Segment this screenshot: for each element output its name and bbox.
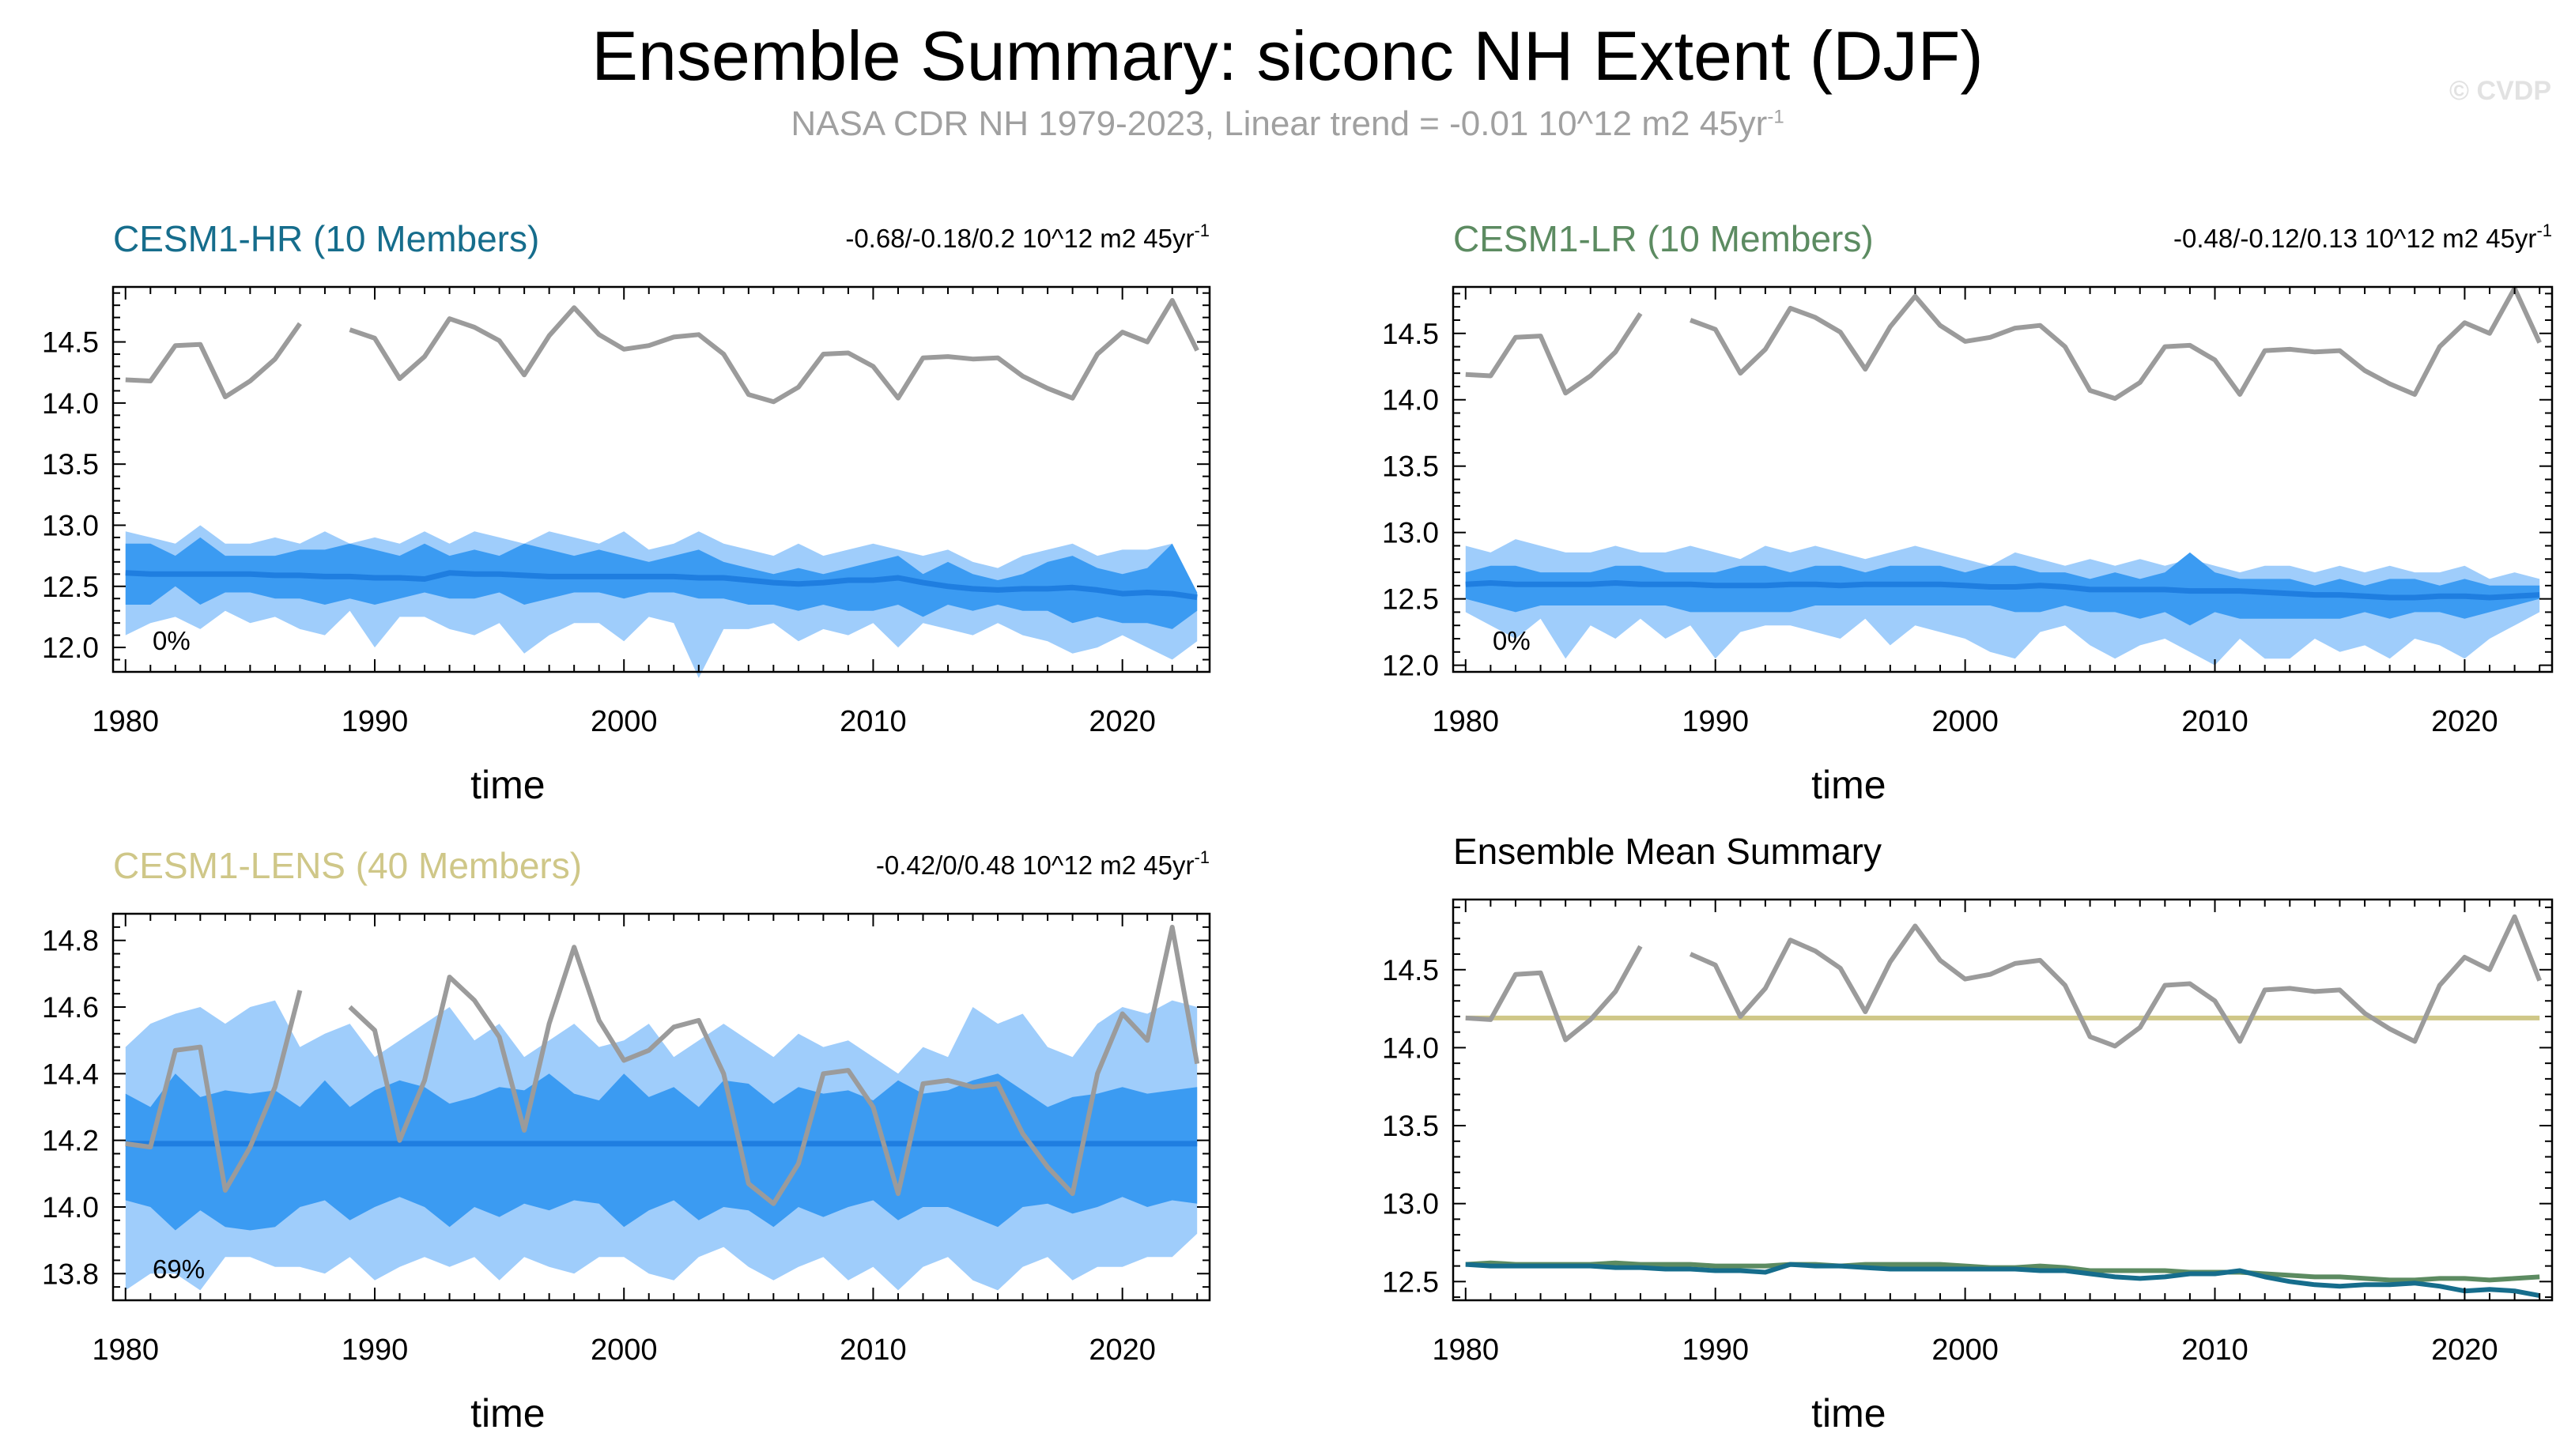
trend-label: -0.42/0/0.48 10^12 m2 45yr-1 [876,847,1210,880]
x-axis-title: time [470,1391,545,1435]
panel-summary: 1980 1990 2000 2010 2020 12.5 13.0 13.5 14.0 14.5… [1382,831,2554,1435]
panel-lr: 1980 1990 2000 2010 2020 12.0 12.5 13.0 13.5 14.0… [1382,218,2554,807]
y-tick-label: 14.8 [42,925,99,957]
y-tick-label: 14.0 [1382,384,1439,417]
x-tick-label: 2010 [2181,705,2248,738]
x-tick-label: 2000 [1931,1333,1999,1367]
trend-label-text: -0.42/0/0.48 10^12 m2 45yr [876,851,1195,880]
x-tick-label: 2010 [840,705,907,738]
y-tick-label: 13.5 [42,448,99,481]
x-tick-label: 2020 [2431,705,2498,738]
y-tick-label: 12.5 [1382,583,1439,616]
y-tick-label: 14.4 [42,1058,99,1090]
trend-label: -0.68/-0.18/0.2 10^12 m2 45yr-1 [845,221,1210,253]
x-tick-label: 2000 [591,705,658,738]
x-tick-label: 1980 [92,705,159,738]
subtitle-superscript: -1 [1767,106,1784,128]
observations-line [1465,311,1643,396]
observations-line [349,298,1199,405]
spread-inner-band [125,537,1198,629]
y-tick-label: 13.0 [1382,1188,1439,1220]
x-tick-label: 2000 [1931,705,1999,738]
x-tick-label: 2020 [2431,1333,2498,1367]
subtitle-text: NASA CDR NH 1979-2023, Linear trend = -0… [791,104,1768,143]
trend-label-superscript: -1 [1194,847,1210,867]
percent-label: 69% [153,1254,205,1284]
y-tick-label: 14.5 [1382,954,1439,986]
observations-line [1689,914,2542,1049]
trend-label-superscript: -1 [2536,221,2552,240]
series-line-hr [1465,1262,2540,1299]
x-tick-label: 2010 [840,1333,907,1367]
x-axis-title: time [470,763,545,807]
y-tick-label: 13.5 [1382,451,1439,483]
plot-frame [111,285,1211,673]
panel-title: CESM1-LR (10 Members) [1453,218,1874,259]
x-axis-title: time [1811,1391,1886,1435]
trend-label-text: -0.68/-0.18/0.2 10^12 m2 45yr [845,224,1194,253]
ensemble-mean-line [125,570,1198,601]
x-tick-label: 2010 [2181,1333,2248,1367]
observations-line [125,322,302,400]
plot-frame [111,912,1211,1302]
y-tick-label: 14.0 [1382,1032,1439,1064]
x-tick-label: 1980 [1433,1333,1500,1367]
trend-label: -0.48/-0.12/0.13 10^12 m2 45yr-1 [2173,221,2552,253]
y-tick-label: 12.5 [1382,1266,1439,1298]
y-tick-label: 14.5 [1382,318,1439,350]
observations-line [125,990,303,1193]
figure-title: Ensemble Summary: siconc NH Extent (DJF) [591,17,1984,95]
y-tick-label: 14.6 [42,991,99,1024]
panel-title: CESM1-HR (10 Members) [113,218,539,259]
percent-label: 0% [1493,626,1531,655]
y-tick-label: 13.0 [1382,517,1439,549]
x-tick-label: 1980 [1433,705,1500,738]
y-tick-label: 12.0 [1382,650,1439,682]
trend-label-superscript: -1 [1194,221,1210,240]
x-tick-label: 1990 [342,1333,409,1367]
observations-line [348,924,1200,1206]
y-tick-label: 12.0 [42,632,99,664]
x-tick-label: 2000 [591,1333,658,1367]
observations-line [1465,945,1643,1043]
x-tick-label: 1980 [92,1333,159,1367]
percent-label: 0% [153,626,191,655]
observations-line [1690,285,2542,402]
cvdp-watermark: © CVDP [2449,76,2551,106]
y-tick-label: 13.8 [42,1258,99,1290]
panel-lens: 1980 1990 2000 2010 2020 13.8 14.0 14.2 14.4 14.6… [42,845,1211,1435]
y-tick-label: 13.5 [1382,1110,1439,1142]
x-axis-title: time [1811,763,1886,807]
panel-title: CESM1-LENS (40 Members) [113,845,582,886]
y-tick-label: 13.0 [42,509,99,541]
trend-label-text: -0.48/-0.12/0.13 10^12 m2 45yr [2173,224,2536,253]
x-tick-label: 2020 [1089,705,1156,738]
y-tick-label: 14.2 [42,1125,99,1157]
y-tick-label: 12.5 [42,571,99,603]
x-tick-label: 1990 [342,705,409,738]
x-tick-label: 2020 [1089,1333,1156,1367]
panel-hr: 1980 1990 2000 2010 2020 12.0 12.5 13.0 13.5 14.0… [42,218,1211,807]
figure-subtitle: NASA CDR NH 1979-2023, Linear trend = -0… [0,104,2575,144]
x-tick-label: 1990 [1682,705,1749,738]
y-tick-label: 14.0 [42,1191,99,1224]
ensemble-mean-line [1465,580,2540,601]
plot-frame [1452,898,2554,1302]
x-tick-label: 1990 [1682,1333,1749,1367]
panel-title: Ensemble Mean Summary [1453,831,1882,872]
y-tick-label: 14.5 [42,326,99,359]
y-tick-label: 14.0 [42,387,99,420]
